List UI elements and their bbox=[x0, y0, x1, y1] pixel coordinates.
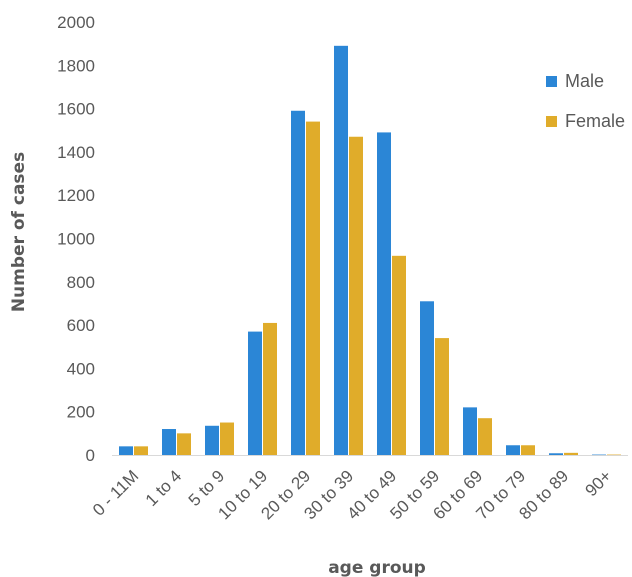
bar-male-1 bbox=[162, 429, 176, 455]
bar-male-9 bbox=[506, 445, 520, 455]
bar-male-4 bbox=[291, 110, 305, 455]
bar-male-6 bbox=[377, 132, 391, 456]
bar-male-7 bbox=[420, 301, 434, 455]
bar-female-6 bbox=[392, 255, 406, 455]
y-tick-label: 1200 bbox=[57, 186, 95, 205]
bar-female-0 bbox=[134, 446, 148, 455]
bar-female-5 bbox=[349, 136, 363, 455]
y-tick-label: 1600 bbox=[57, 100, 95, 119]
x-tick-label: 1 to 4 bbox=[142, 466, 186, 510]
bar-female-9 bbox=[521, 445, 535, 455]
bar-male-11 bbox=[592, 454, 606, 456]
y-tick-label: 1000 bbox=[57, 230, 95, 249]
y-axis-title: Number of cases bbox=[9, 152, 29, 312]
bar-male-2 bbox=[205, 425, 219, 455]
x-tick-label: 90+ bbox=[581, 466, 615, 500]
y-tick-label: 200 bbox=[67, 403, 95, 422]
y-tick-label: 1800 bbox=[57, 56, 95, 75]
bar-male-10 bbox=[549, 453, 563, 455]
legend: Male Female bbox=[546, 71, 625, 131]
legend-label-female: Female bbox=[565, 111, 625, 131]
bar-female-10 bbox=[564, 452, 578, 455]
bar-female-7 bbox=[435, 338, 449, 455]
y-tick-label: 2000 bbox=[57, 13, 95, 32]
y-tick-label: 1400 bbox=[57, 143, 95, 162]
bar-female-11 bbox=[607, 454, 621, 456]
bar-female-1 bbox=[177, 433, 191, 455]
y-tick-label: 600 bbox=[67, 316, 95, 335]
y-tick-label: 400 bbox=[67, 359, 95, 378]
legend-label-male: Male bbox=[565, 71, 604, 91]
bar-male-8 bbox=[463, 407, 477, 455]
bar-female-8 bbox=[478, 418, 492, 455]
x-tick-label: 0 - 11M bbox=[89, 466, 142, 519]
bar-female-2 bbox=[220, 422, 234, 455]
bars bbox=[119, 45, 621, 456]
y-tick-label: 0 bbox=[86, 446, 95, 465]
bar-male-0 bbox=[119, 446, 133, 455]
legend-swatch-female bbox=[546, 116, 557, 127]
bar-female-4 bbox=[306, 121, 320, 455]
bar-male-3 bbox=[248, 331, 262, 455]
x-axis-title: age group bbox=[328, 558, 426, 577]
bar-female-3 bbox=[263, 322, 277, 455]
y-tick-label: 800 bbox=[67, 273, 95, 292]
legend-swatch-male bbox=[546, 76, 557, 87]
bar-male-5 bbox=[334, 45, 348, 455]
y-axis-ticks: 0 200 400 600 800 1000 1200 1400 1600 1800 2000 bbox=[57, 13, 95, 465]
